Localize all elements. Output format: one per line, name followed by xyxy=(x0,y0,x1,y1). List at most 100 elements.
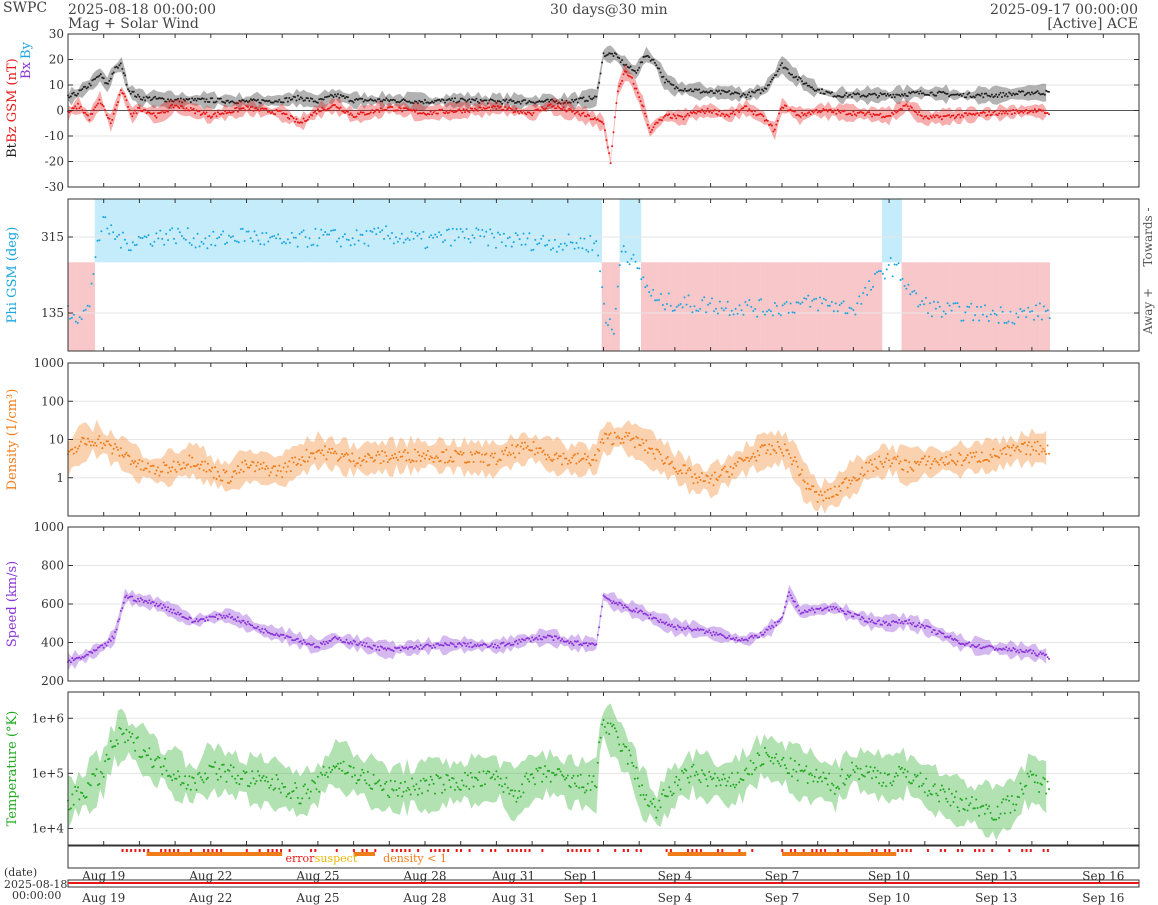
data-point xyxy=(175,613,178,616)
data-point xyxy=(959,797,962,800)
data-point xyxy=(923,455,926,458)
data-point xyxy=(832,310,835,313)
data-point xyxy=(791,597,793,600)
data-point xyxy=(822,608,825,611)
data-point xyxy=(576,452,579,455)
data-point xyxy=(308,797,311,800)
data-point xyxy=(732,637,735,640)
data-point xyxy=(630,257,633,260)
data-point xyxy=(298,802,301,805)
phi-sector-band xyxy=(478,199,481,263)
data-point xyxy=(489,228,492,231)
data-point xyxy=(488,463,491,466)
data-point xyxy=(308,237,311,240)
data-point xyxy=(117,448,119,451)
data-point xyxy=(187,618,189,621)
data-point xyxy=(662,621,665,624)
data-point xyxy=(226,615,229,618)
data-point xyxy=(715,307,717,310)
data-point xyxy=(892,780,895,783)
phi-sector-band xyxy=(887,199,890,263)
phi-sector-band xyxy=(262,199,265,263)
data-point xyxy=(448,779,451,782)
data-point xyxy=(282,112,285,115)
data-point xyxy=(998,112,1001,115)
data-point xyxy=(1002,798,1005,801)
data-point xyxy=(567,233,570,236)
data-point xyxy=(572,109,575,112)
data-point xyxy=(602,122,605,125)
data-point xyxy=(522,109,525,112)
data-point xyxy=(791,463,793,466)
phi-sector-band xyxy=(141,199,144,263)
phi-sector-band xyxy=(134,199,137,263)
data-point xyxy=(871,115,873,118)
data-point xyxy=(221,763,224,766)
data-point xyxy=(468,788,471,790)
data-point xyxy=(852,476,855,479)
data-point xyxy=(388,647,391,650)
data-point xyxy=(972,644,975,647)
data-point xyxy=(354,774,356,777)
data-point xyxy=(210,243,213,246)
data-point xyxy=(239,621,242,624)
data-point xyxy=(1037,315,1039,318)
data-point xyxy=(907,283,910,286)
data-point xyxy=(279,109,282,112)
data-point xyxy=(612,723,615,726)
quality-flag-error xyxy=(781,849,784,852)
phi-sector-band xyxy=(814,262,817,351)
data-point xyxy=(177,227,179,230)
data-point xyxy=(290,231,293,234)
data-point xyxy=(101,772,104,775)
phi-sector-band xyxy=(587,199,590,263)
data-point xyxy=(593,242,596,245)
phi-sector-band xyxy=(962,262,965,351)
data-point xyxy=(372,111,375,114)
phi-sector-band xyxy=(619,199,622,263)
data-point xyxy=(718,779,721,782)
data-point xyxy=(762,310,765,313)
data-point xyxy=(819,490,822,493)
phi-sector-band xyxy=(742,262,745,351)
data-point xyxy=(319,110,322,113)
data-point xyxy=(524,775,526,778)
data-point xyxy=(1032,448,1035,451)
data-point xyxy=(365,230,368,232)
data-point xyxy=(512,100,515,102)
data-point xyxy=(345,452,348,455)
data-point xyxy=(175,98,178,101)
data-point xyxy=(306,245,309,248)
data-point xyxy=(842,782,845,785)
data-point xyxy=(122,92,125,95)
phi-sector-band xyxy=(649,262,652,351)
data-point xyxy=(811,607,813,610)
data-point xyxy=(483,235,486,238)
data-point xyxy=(332,104,335,106)
data-point xyxy=(167,98,169,101)
data-point xyxy=(91,652,94,654)
data-point xyxy=(375,100,378,103)
phi-sector-band xyxy=(146,199,149,263)
data-point xyxy=(601,121,604,124)
data-point xyxy=(621,604,624,607)
data-point xyxy=(256,108,259,111)
data-point xyxy=(573,247,576,250)
data-point xyxy=(102,442,105,445)
data-point xyxy=(194,782,197,784)
data-point xyxy=(481,784,484,787)
phi-sector-band xyxy=(244,199,247,263)
phi-sector-band xyxy=(915,262,918,351)
phi-sector-band xyxy=(657,262,660,351)
data-point xyxy=(623,604,626,607)
data-point xyxy=(502,641,505,644)
data-point xyxy=(324,774,326,777)
data-point xyxy=(611,602,614,605)
data-point xyxy=(110,224,113,227)
phi-sector-band xyxy=(767,262,770,351)
data-point xyxy=(314,457,316,460)
data-point xyxy=(139,236,142,239)
data-point xyxy=(1013,322,1016,325)
data-point xyxy=(94,106,97,109)
data-point xyxy=(98,239,101,242)
